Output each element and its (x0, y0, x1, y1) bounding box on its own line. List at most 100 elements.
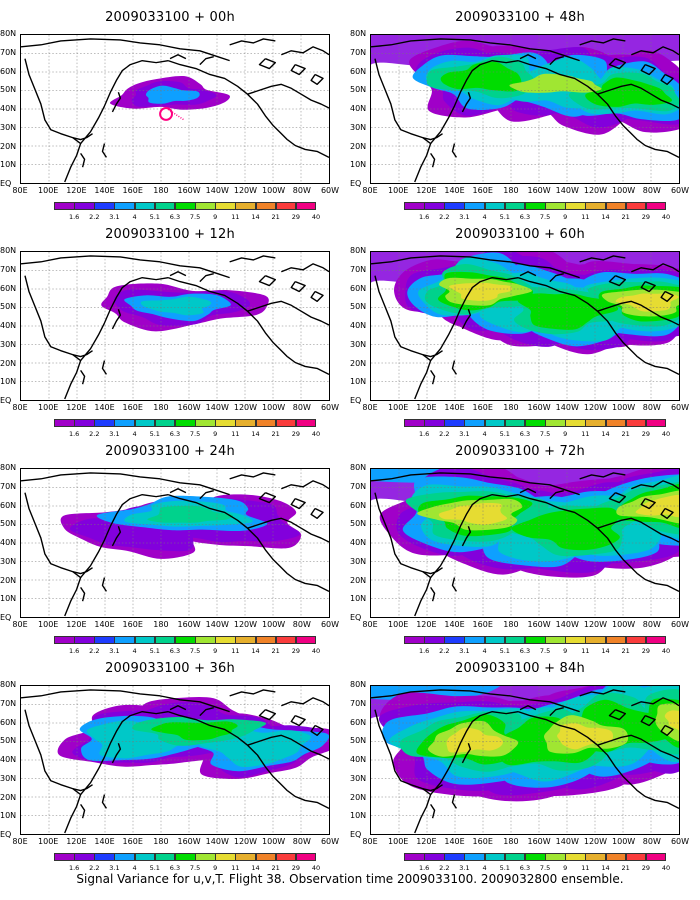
longitude-label: 120E (416, 620, 437, 629)
coastline (290, 280, 306, 293)
colorbar-label: 3.1 (109, 864, 120, 872)
coastline (636, 356, 679, 375)
colorbar-label: 5.1 (499, 213, 510, 221)
colorbar-label: 21 (271, 430, 280, 438)
map-area (20, 685, 330, 835)
longitude-label: 100E (38, 620, 59, 629)
colorbar-label: 4 (482, 864, 487, 872)
colorbar-swatch (524, 419, 546, 427)
colorbar-label: 1.6 (418, 213, 430, 221)
colorbar-swatch (444, 636, 465, 644)
longitude-label: 140E (444, 620, 465, 629)
colorbar-label: 40 (311, 213, 321, 221)
colorbar-swatch (585, 853, 607, 861)
longitude-label: 160E (122, 620, 143, 629)
colorbar-swatch (605, 419, 627, 427)
coastline (608, 275, 627, 287)
latitude-label: 20N (0, 792, 17, 802)
longitude-label: 120E (66, 186, 87, 195)
latitude-label: EQ (350, 396, 362, 405)
latitude-label: 30N (350, 556, 367, 566)
colorbar-label: 7.5 (189, 430, 201, 438)
longitude-label: 120E (416, 837, 437, 846)
colorbar-label: 14 (251, 213, 260, 221)
figure-caption: Signal Variance for u,v,T. Flight 38. Ob… (76, 872, 624, 886)
colorbar-swatch (134, 419, 156, 427)
colorbar-label: 29 (291, 430, 300, 438)
colorbar-swatch (625, 636, 647, 644)
coastline (517, 59, 638, 141)
coastline (247, 83, 329, 109)
latitude-label: 50N (0, 302, 17, 312)
longitude-label: 100E (388, 620, 409, 629)
colorbar-swatch (195, 202, 216, 210)
latitude-label: 80N (0, 463, 17, 472)
variance-field (371, 686, 679, 802)
colorbar-swatch (524, 202, 546, 210)
map-svg (21, 35, 329, 183)
panel-title: 2009033100 + 48h (455, 10, 585, 25)
colorbar-swatch (174, 853, 196, 861)
coastline (310, 507, 324, 520)
colorbar-swatch (565, 419, 586, 427)
coastline (422, 784, 443, 792)
colorbar-swatch (484, 202, 506, 210)
latitude-label: 80N (0, 246, 17, 255)
longitude-label: 120W (233, 837, 258, 846)
longitude-label: 80E (362, 620, 378, 629)
colorbar-label: 29 (291, 864, 300, 872)
longitude-label: 140W (555, 620, 579, 629)
colorbar-label: 14 (601, 647, 610, 655)
latitude-label: 60N (350, 283, 367, 293)
colorbar-swatch (275, 853, 297, 861)
coastline (24, 275, 82, 400)
coastline (80, 370, 86, 385)
longitude-label: 60W (670, 186, 690, 195)
map-svg (21, 686, 329, 834)
colorbar-label: 7.5 (189, 213, 201, 221)
coastline (461, 743, 472, 764)
colorbar-swatch (504, 853, 526, 861)
contour-level-6 (151, 721, 238, 741)
coastline (111, 743, 122, 764)
longitude-label: 140W (555, 837, 579, 846)
variance-field (371, 252, 679, 355)
coastline (111, 309, 122, 330)
colorbar-swatch (524, 853, 546, 861)
colorbar-label: 1.6 (418, 430, 430, 438)
colorbar-swatch (524, 636, 546, 644)
graticule (21, 469, 329, 617)
colorbar-swatch (154, 636, 176, 644)
map-svg (371, 686, 679, 834)
colorbar-swatch (94, 636, 115, 644)
latitude-label: 60N (0, 283, 17, 293)
longitude-label: 80E (12, 620, 28, 629)
coastline (310, 724, 324, 737)
latitude-label: 40N (350, 104, 367, 113)
coastline (430, 59, 519, 144)
panel-title: 2009033100 + 60h (455, 227, 585, 242)
colorbar-label: 2.2 (439, 213, 450, 221)
longitude-label: 140E (444, 837, 465, 846)
longitude-label: 160W (527, 403, 551, 412)
map-panel: 2009033100 + 00h 80N 70N 60N 50N 40N 30N 20N 10N… (0, 8, 340, 221)
colorbar-swatch (114, 202, 136, 210)
colorbar-label: 7.5 (189, 647, 201, 655)
contour-level-6 (440, 61, 522, 92)
longitude-label: 60W (320, 186, 340, 195)
coastline (451, 794, 458, 809)
latitude-label: 10N (350, 811, 367, 821)
coastline (640, 280, 656, 293)
panel-title: 2009033100 + 24h (105, 444, 235, 459)
map-svg (21, 252, 329, 400)
longitude-label: 160W (177, 403, 201, 412)
colorbar-swatch (625, 419, 647, 427)
colorbar-swatch (215, 853, 236, 861)
coastline (519, 271, 537, 277)
latitude-label: 60N (0, 500, 17, 510)
colorbar-swatch (565, 636, 586, 644)
colorbar-swatch (605, 636, 627, 644)
longitude-label: 140E (444, 403, 465, 412)
latitude-label: EQ (350, 613, 362, 622)
colorbar-label: 29 (641, 430, 650, 438)
